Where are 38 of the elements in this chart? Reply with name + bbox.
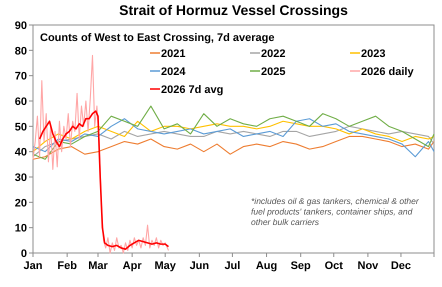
line-series [32, 126, 435, 158]
annotation: *includes oil & gas tankers, chemical & other fuel products' tankers, container ships, and other bulk carriers [251, 196, 420, 227]
legend-label: 2023 [361, 48, 386, 60]
x-tick-label: Jan [24, 260, 43, 272]
y-tick-label: 60 [14, 96, 27, 108]
line-series [32, 106, 435, 160]
text: Counts of West to East Crossing, 7d average [40, 32, 275, 44]
legend-label: 2024 [161, 66, 186, 78]
chart-title: Strait of Hormuz Vessel Crossings [119, 2, 348, 18]
y-tick-label: 10 [14, 222, 27, 235]
y-tick-label: 30 [14, 172, 27, 184]
x-tick-label: Sep [290, 260, 312, 272]
x-tick-label: May [154, 260, 177, 272]
legend-label: 2022 [261, 48, 286, 60]
y-tick-label: 40 [14, 146, 27, 159]
legend-label: 2026 daily [361, 66, 414, 78]
y-tick-label: 0 [20, 248, 27, 260]
x-tick-label: Apr [122, 260, 142, 272]
line-series [32, 118, 435, 158]
legend-label: 2021 [161, 48, 186, 60]
x-tick-label: Aug [256, 260, 278, 272]
y-tick-label: 20 [14, 197, 27, 210]
y-tick-label: 70 [14, 70, 27, 83]
legend-label: 2025 [261, 66, 286, 78]
y-tick-label: 90 [14, 20, 27, 32]
x-tick-label: Dec [390, 260, 412, 272]
line-series [32, 136, 435, 160]
x-tick-label: Jun [190, 260, 210, 272]
legend-label: 2026 7d avg [161, 84, 224, 96]
y-tick-label: 80 [14, 45, 27, 58]
x-tick-label: Jul [224, 260, 240, 272]
y-tick-label: 50 [14, 121, 27, 134]
line-series [32, 120, 435, 152]
x-tick-label: Feb [57, 260, 78, 272]
x-tick-label: Mar [88, 260, 108, 272]
x-tick-label: Oct [324, 260, 344, 272]
x-tick-label: Nov [358, 260, 380, 272]
line-series [38, 110, 170, 250]
